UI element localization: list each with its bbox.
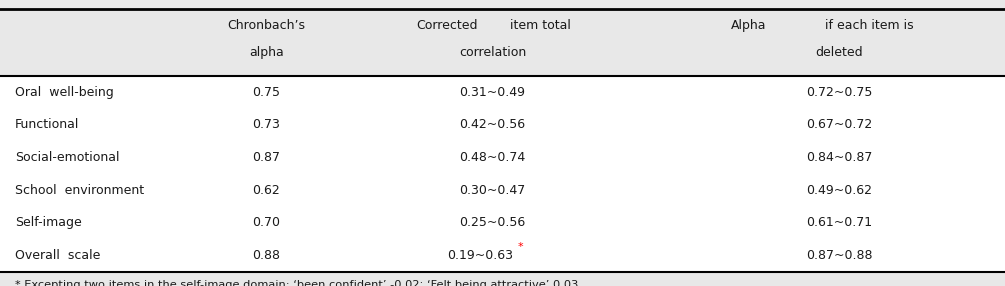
Text: 0.62: 0.62 bbox=[252, 184, 280, 196]
Text: 0.67~0.72: 0.67~0.72 bbox=[806, 118, 872, 131]
Text: 0.30~0.47: 0.30~0.47 bbox=[459, 184, 526, 196]
Text: 0.31~0.49: 0.31~0.49 bbox=[459, 86, 526, 99]
Text: alpha: alpha bbox=[249, 46, 283, 59]
Text: 0.25~0.56: 0.25~0.56 bbox=[459, 216, 526, 229]
Text: *: * bbox=[518, 242, 524, 252]
Text: Functional: Functional bbox=[15, 118, 79, 131]
Text: 0.42~0.56: 0.42~0.56 bbox=[459, 118, 526, 131]
Text: correlation: correlation bbox=[459, 46, 526, 59]
Text: 0.73: 0.73 bbox=[252, 118, 280, 131]
Text: 0.48~0.74: 0.48~0.74 bbox=[459, 151, 526, 164]
Text: * Excepting two items in the self-image domain: ‘been confident’ -0.02; ‘Felt be: * Excepting two items in the self-image … bbox=[15, 280, 579, 286]
Text: 0.88: 0.88 bbox=[252, 249, 280, 262]
Text: deleted: deleted bbox=[815, 46, 863, 59]
Text: 0.87~0.88: 0.87~0.88 bbox=[806, 249, 872, 262]
Text: 0.19~0.63: 0.19~0.63 bbox=[447, 249, 514, 262]
Text: Overall  scale: Overall scale bbox=[15, 249, 101, 262]
Text: Corrected: Corrected bbox=[416, 19, 478, 32]
Text: Chronbach’s: Chronbach’s bbox=[227, 19, 306, 32]
Text: 0.84~0.87: 0.84~0.87 bbox=[806, 151, 872, 164]
Text: 0.61~0.71: 0.61~0.71 bbox=[806, 216, 872, 229]
Text: Social-emotional: Social-emotional bbox=[15, 151, 120, 164]
Bar bbox=[0, 76, 1005, 272]
Text: Oral  well-being: Oral well-being bbox=[15, 86, 114, 99]
Text: if each item is: if each item is bbox=[825, 19, 914, 32]
Text: 0.49~0.62: 0.49~0.62 bbox=[806, 184, 872, 196]
Text: 0.72~0.75: 0.72~0.75 bbox=[806, 86, 872, 99]
Bar bbox=[0, 9, 1005, 76]
Text: 0.75: 0.75 bbox=[252, 86, 280, 99]
Text: Self-image: Self-image bbox=[15, 216, 81, 229]
Text: School  environment: School environment bbox=[15, 184, 144, 196]
Text: Alpha: Alpha bbox=[731, 19, 767, 32]
Text: 0.87: 0.87 bbox=[252, 151, 280, 164]
Text: item total: item total bbox=[511, 19, 571, 32]
Text: 0.70: 0.70 bbox=[252, 216, 280, 229]
